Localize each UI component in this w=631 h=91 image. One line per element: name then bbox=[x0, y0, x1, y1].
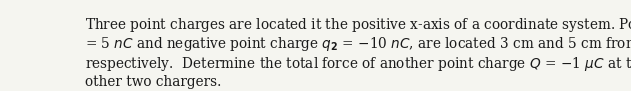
Text: respectively.  Determine the total force of another point charge $\mathbf{\mathi: respectively. Determine the total force … bbox=[85, 55, 631, 73]
Text: other two chargers.: other two chargers. bbox=[85, 75, 221, 89]
Text: Three point charges are located it the positive x-axis of a coordinate system. P: Three point charges are located it the p… bbox=[85, 16, 631, 34]
Text: = 5 $\mathbf{\mathit{nC}}$ and negative point charge $\mathbf{\mathit{q}}_\mathb: = 5 $\mathbf{\mathit{nC}}$ and negative … bbox=[85, 35, 631, 53]
